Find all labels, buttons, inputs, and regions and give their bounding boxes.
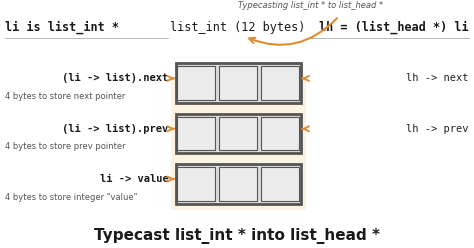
Text: (li -> list).next: (li -> list).next — [62, 73, 168, 84]
Bar — [219, 117, 257, 151]
Text: lh -> next: lh -> next — [406, 73, 469, 83]
Bar — [261, 66, 299, 100]
Bar — [175, 63, 301, 103]
Text: 4 bytes to store integer "value": 4 bytes to store integer "value" — [5, 192, 138, 202]
Text: Typecasting list_int * to list_head *: Typecasting list_int * to list_head * — [238, 1, 383, 10]
Bar — [219, 167, 257, 201]
Bar — [175, 164, 301, 204]
Text: li -> value: li -> value — [100, 174, 168, 184]
Text: lh -> prev: lh -> prev — [406, 124, 469, 134]
Text: li is list_int *: li is list_int * — [5, 21, 119, 34]
Bar — [177, 66, 215, 100]
Bar — [177, 167, 215, 201]
Bar — [171, 78, 306, 210]
Text: 4 bytes to store prev pointer: 4 bytes to store prev pointer — [5, 142, 126, 151]
Bar — [261, 117, 299, 151]
Bar — [219, 66, 257, 100]
Text: list_int (12 bytes): list_int (12 bytes) — [171, 21, 306, 34]
Bar — [175, 114, 301, 153]
Text: (li -> list).prev: (li -> list).prev — [62, 124, 168, 134]
Text: Typecast list_int * into list_head *: Typecast list_int * into list_head * — [94, 228, 380, 244]
Text: 4 bytes to store next pointer: 4 bytes to store next pointer — [5, 92, 126, 101]
Bar — [177, 117, 215, 151]
Bar — [261, 167, 299, 201]
Text: lh = (list_head *) li: lh = (list_head *) li — [319, 21, 469, 34]
